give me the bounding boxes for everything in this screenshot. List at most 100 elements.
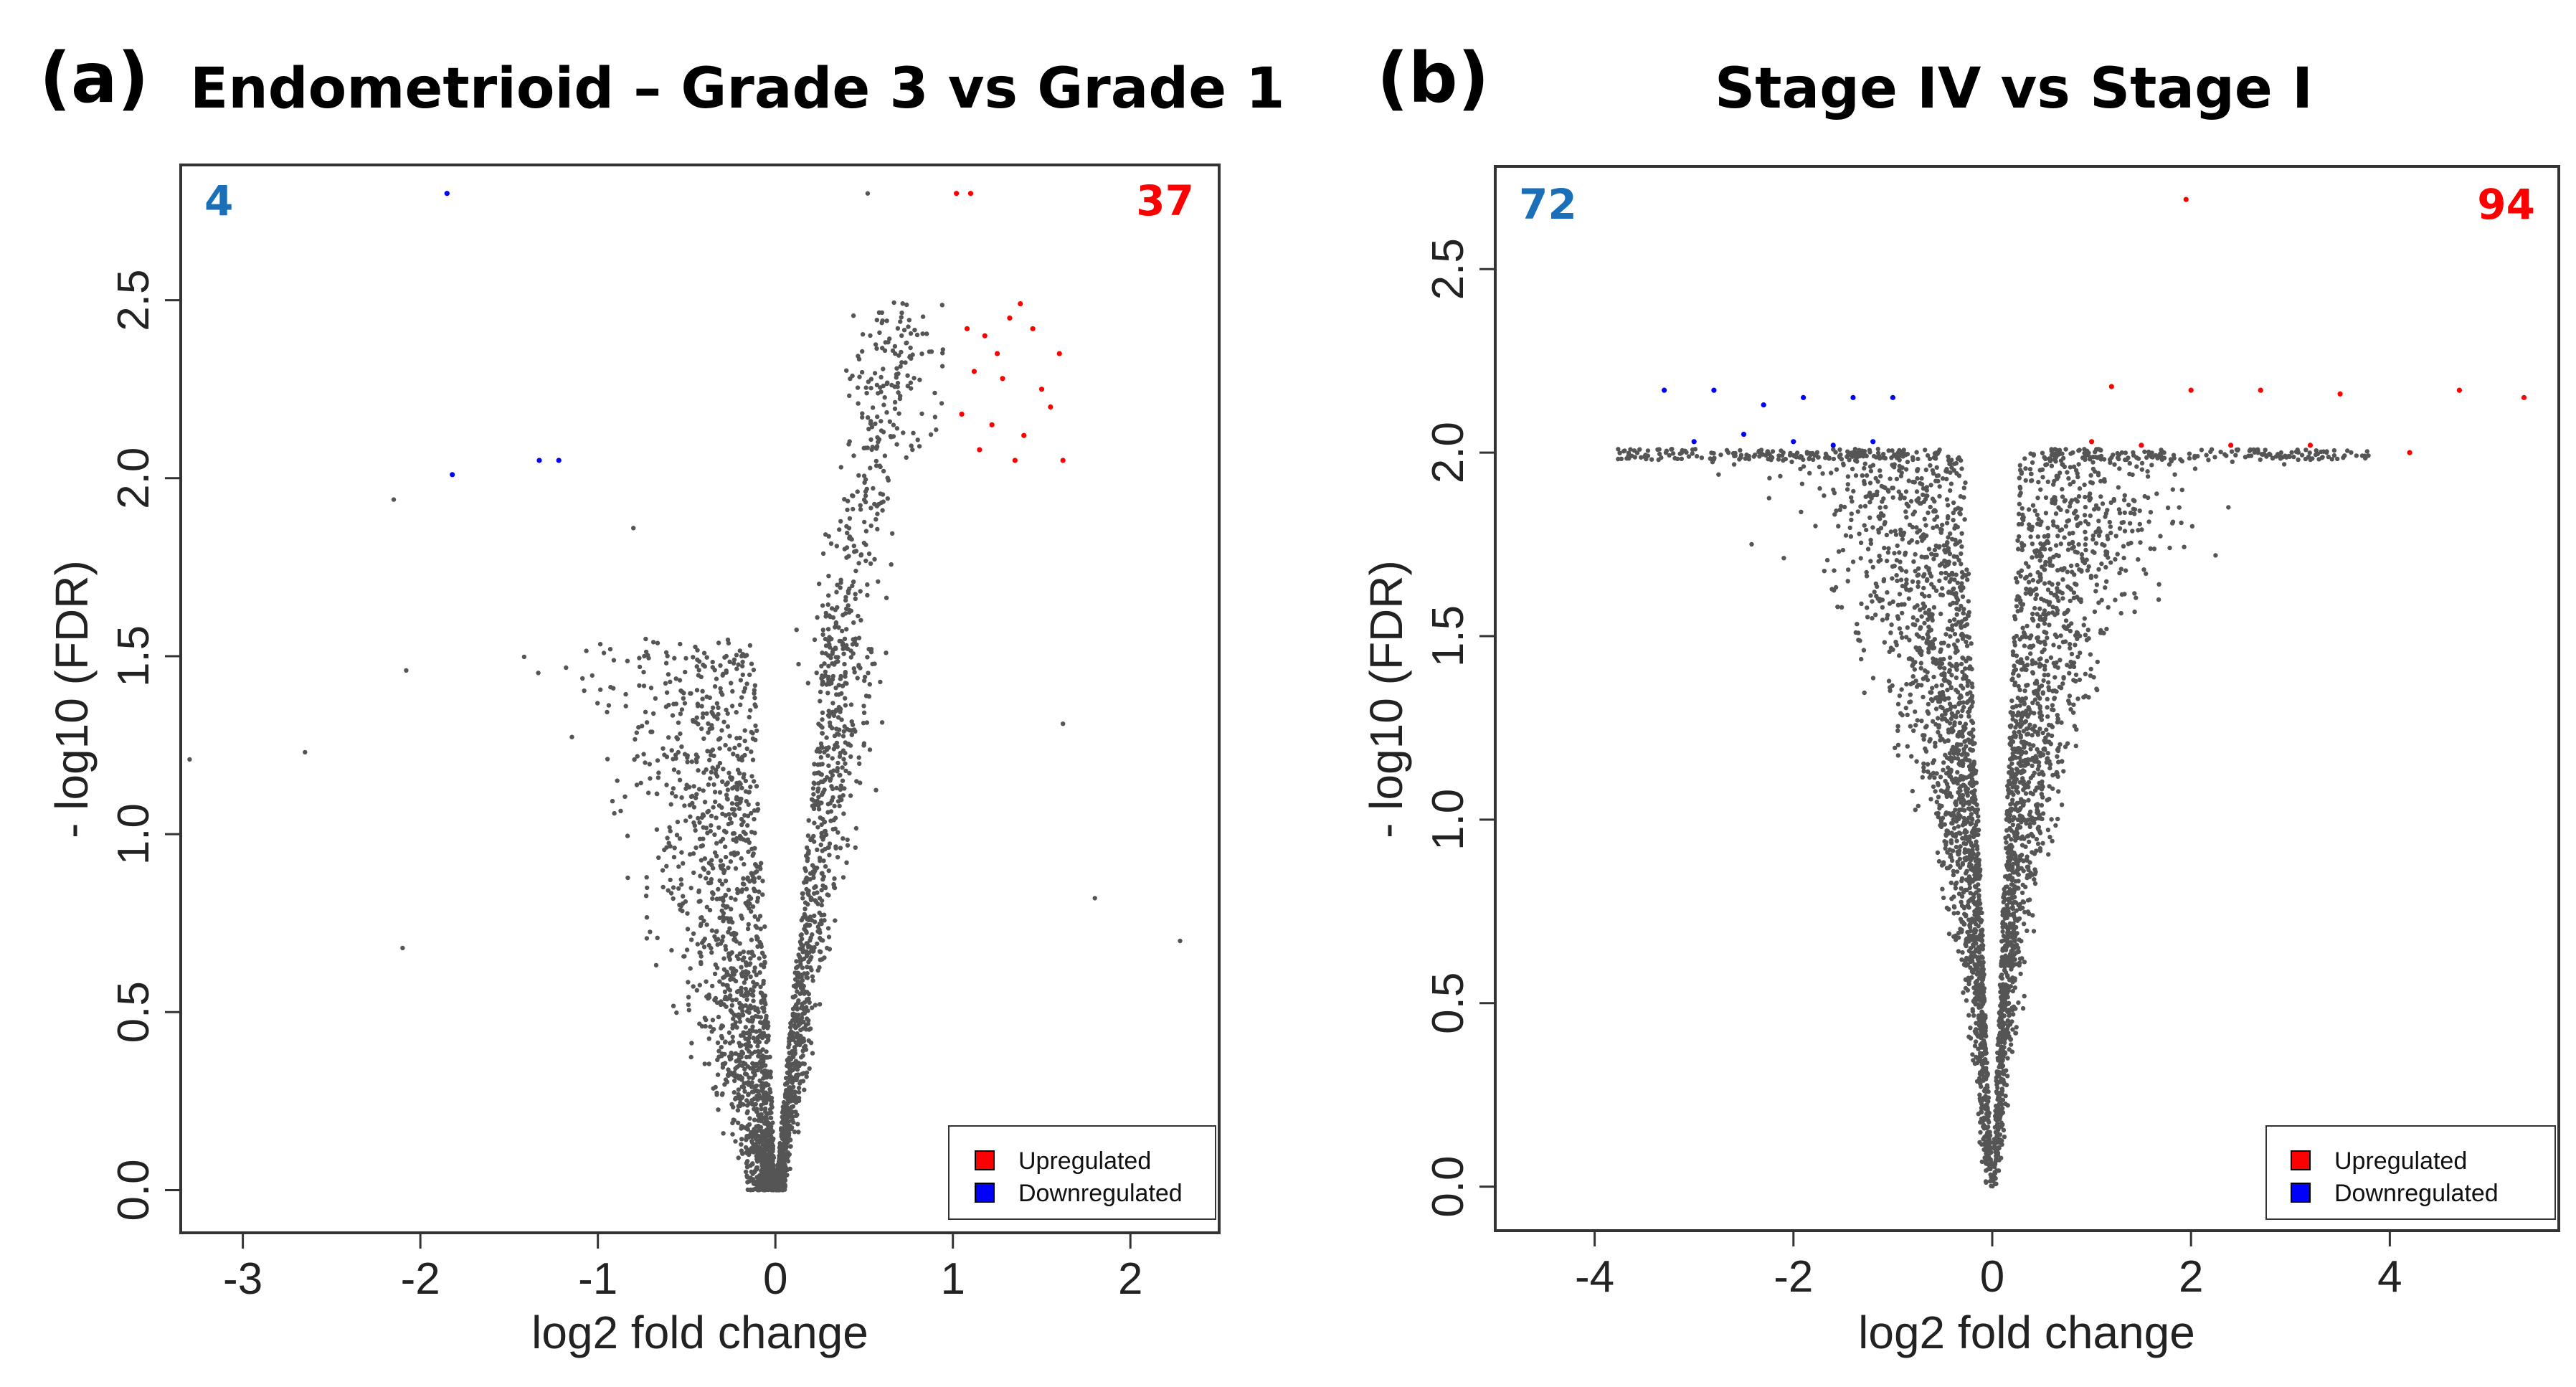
ns-point	[1941, 895, 1946, 901]
ns-point	[677, 777, 683, 782]
ns-point	[1955, 733, 1960, 739]
ns-point	[785, 1140, 790, 1145]
ns-point	[1977, 1092, 1982, 1097]
ns-point	[637, 655, 642, 661]
ns-point	[693, 644, 698, 650]
ns-point	[848, 754, 853, 759]
ns-point	[843, 768, 848, 774]
ns-point	[1963, 960, 1968, 965]
ns-point	[2014, 942, 2019, 947]
ns-point	[2030, 658, 2035, 663]
ns-point	[714, 1090, 719, 1096]
ns-point	[2020, 512, 2025, 517]
ns-point	[771, 1163, 777, 1168]
ns-point	[2142, 493, 2147, 499]
ns-point	[875, 435, 880, 440]
ns-point	[717, 979, 722, 984]
ns-point	[832, 709, 838, 715]
ns-point	[746, 1092, 751, 1097]
ns-point	[887, 419, 893, 424]
ns-point	[792, 970, 797, 975]
ns-point	[1951, 586, 1956, 591]
ns-point	[2010, 649, 2016, 654]
upregulated-point	[1038, 387, 1045, 392]
ns-point	[728, 859, 734, 864]
ns-point	[726, 919, 731, 924]
ns-point	[2090, 536, 2096, 542]
ns-point	[838, 676, 843, 681]
ns-point	[744, 1054, 749, 1060]
ns-point	[785, 1167, 790, 1173]
ns-point	[811, 806, 817, 812]
ns-point	[723, 742, 728, 748]
ns-point	[769, 1156, 775, 1162]
ns-point	[828, 776, 833, 782]
ns-point	[807, 923, 812, 928]
ns-point	[1948, 854, 1953, 859]
ns-point	[2030, 541, 2035, 546]
ns-point	[762, 1099, 767, 1104]
panel-a-legend-up-label: Upregulated	[1018, 1147, 1151, 1175]
ns-point	[705, 749, 710, 754]
ns-point	[731, 752, 736, 757]
ns-point	[864, 391, 869, 396]
ns-point	[2090, 460, 2096, 465]
panel-a-legend: Upregulated Downregulated	[948, 1125, 1216, 1220]
ns-point	[750, 1017, 756, 1023]
ns-point	[737, 742, 742, 748]
ns-point	[831, 713, 837, 718]
ns-point	[641, 752, 646, 757]
ns-point	[757, 1112, 762, 1118]
ns-point	[1960, 574, 1965, 580]
ns-point	[1933, 696, 1938, 701]
ns-point	[2023, 561, 2029, 566]
ns-point	[727, 734, 732, 739]
ns-point	[1873, 612, 1878, 617]
ns-point	[683, 655, 688, 661]
upregulated-point	[982, 333, 988, 339]
ns-point	[722, 1040, 728, 1045]
ns-point	[861, 741, 867, 746]
ns-point	[738, 678, 744, 683]
ns-point	[698, 915, 704, 921]
ns-point	[731, 830, 737, 836]
ns-point	[705, 830, 710, 835]
ns-point	[677, 836, 683, 841]
ns-point	[1976, 818, 1981, 824]
ns-point	[714, 774, 720, 779]
ns-point	[683, 669, 688, 675]
ns-point	[722, 989, 728, 995]
ns-point	[2071, 479, 2076, 485]
ns-point	[731, 811, 736, 817]
ns-point	[1940, 815, 1946, 820]
ns-point	[794, 959, 799, 964]
ns-point	[1928, 463, 1933, 468]
upregulated-point	[964, 326, 970, 331]
ns-point	[2019, 852, 2025, 858]
ns-point	[1954, 460, 1959, 466]
ns-point	[797, 959, 803, 965]
ns-point	[2073, 497, 2078, 502]
ns-point	[724, 707, 729, 712]
ns-point	[1868, 537, 1873, 543]
ns-point	[645, 885, 650, 891]
ns-point	[1979, 1159, 1984, 1165]
ns-point	[2126, 502, 2131, 508]
ns-point	[762, 924, 767, 929]
ns-point	[653, 962, 659, 968]
ns-point	[727, 926, 732, 931]
ns-point	[1943, 576, 1948, 581]
ns-point	[655, 640, 660, 645]
ns-point	[717, 760, 723, 766]
ns-point	[1906, 478, 1911, 483]
ns-point	[747, 714, 752, 720]
ns-point	[710, 765, 715, 770]
ns-point	[1959, 886, 1964, 891]
ns-point	[1948, 863, 1953, 869]
ns-point	[843, 696, 848, 701]
ns-point	[693, 845, 699, 851]
ns-point	[833, 620, 839, 625]
ns-point	[1941, 656, 1946, 662]
ns-point	[739, 1148, 744, 1153]
ns-point	[887, 336, 892, 341]
